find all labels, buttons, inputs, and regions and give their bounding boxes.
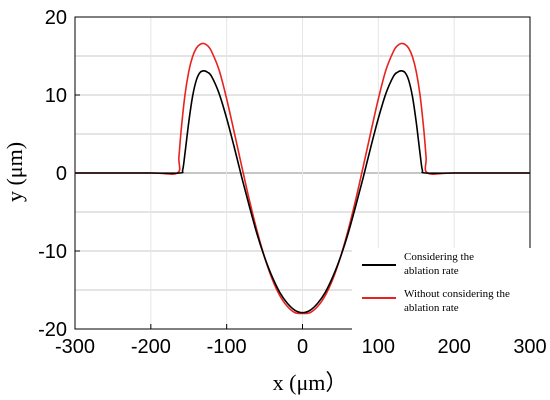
x-axis-title: x (μm） bbox=[273, 370, 348, 395]
y-axis-title: y (μm) bbox=[2, 142, 27, 202]
x-tick-label: 100 bbox=[362, 336, 395, 358]
x-tick-label: 0 bbox=[297, 336, 308, 358]
legend-label-without-line2: ablation rate bbox=[404, 302, 459, 314]
x-tick-label: 300 bbox=[513, 336, 546, 358]
legend-label-without-line1: Without considering the bbox=[404, 288, 510, 300]
x-tick-label: -200 bbox=[131, 336, 171, 358]
y-tick-label: 10 bbox=[45, 85, 67, 107]
x-tick-label: -100 bbox=[207, 336, 247, 358]
series-group bbox=[75, 42, 530, 315]
legend-label-considering-line2: ablation rate bbox=[404, 265, 459, 277]
y-tick-label: 20 bbox=[45, 7, 67, 29]
x-tick-label: 200 bbox=[437, 336, 470, 358]
legend-background bbox=[352, 248, 532, 330]
legend: Considering the ablation rate Without co… bbox=[352, 248, 532, 330]
y-tick-label: -10 bbox=[38, 241, 67, 263]
grid bbox=[75, 17, 530, 329]
y-tick-label: 0 bbox=[56, 163, 67, 185]
series-line-considering bbox=[75, 70, 530, 314]
x-tick-label: -300 bbox=[55, 336, 95, 358]
legend-label-considering-line1: Considering the bbox=[404, 251, 474, 263]
y-tick-label: -20 bbox=[38, 319, 67, 341]
